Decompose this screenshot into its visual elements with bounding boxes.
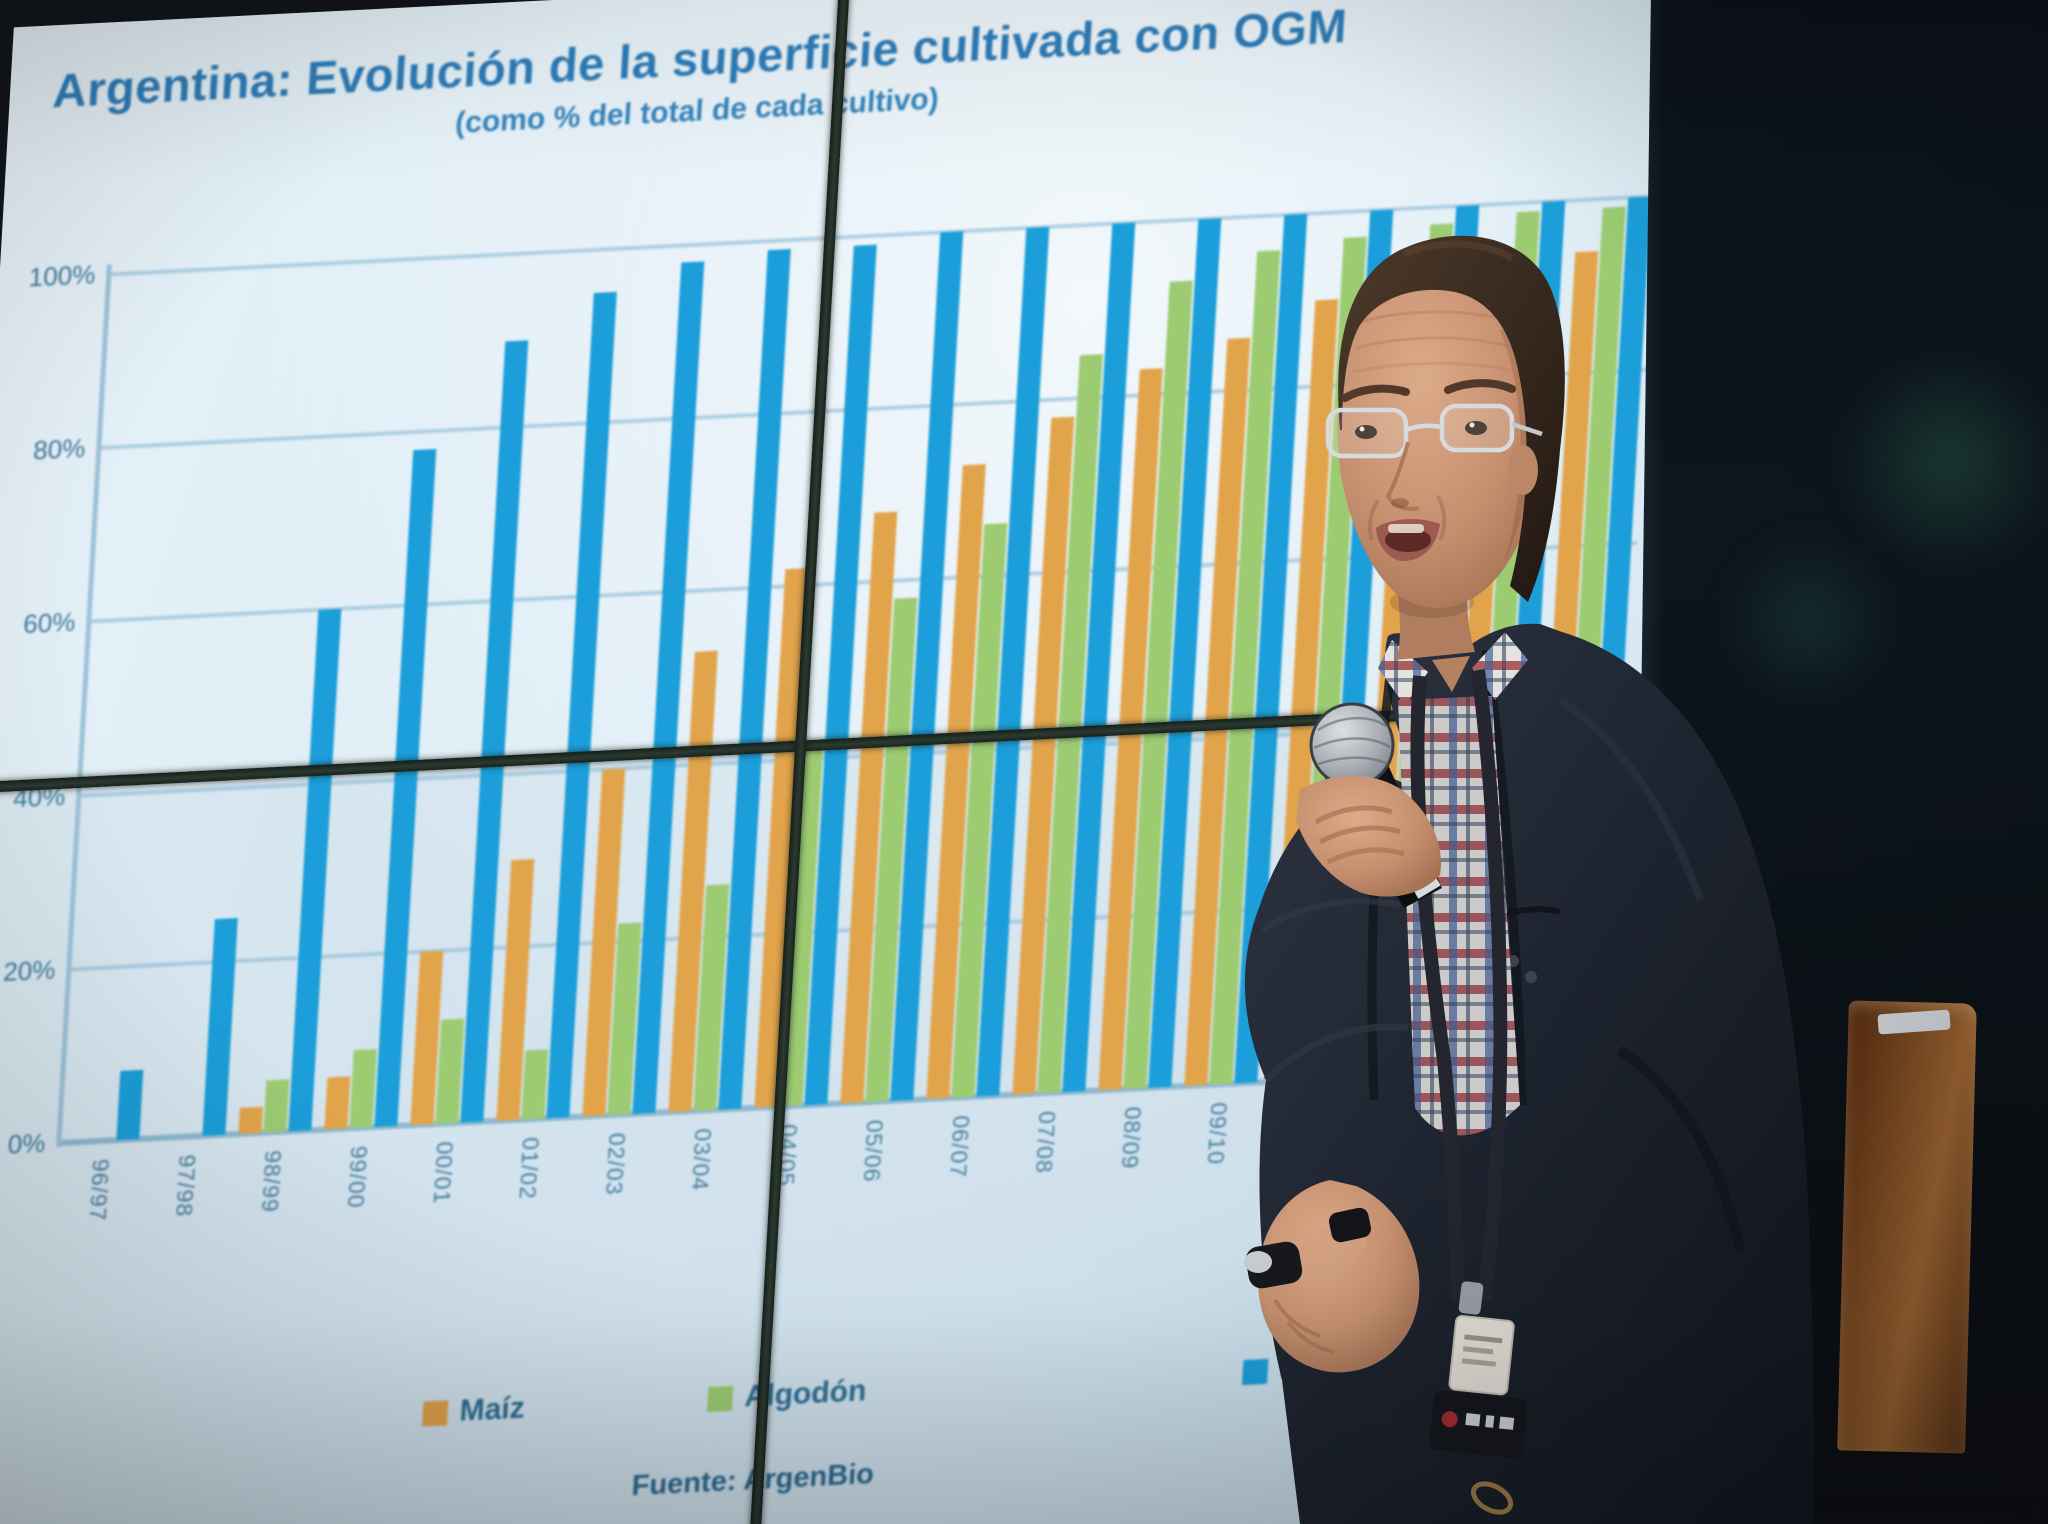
stage-light-glow <box>1720 520 1900 720</box>
mouth <box>1368 495 1447 562</box>
presenter-remote <box>1244 1207 1372 1289</box>
eyebrows <box>1341 379 1516 402</box>
nose <box>1385 441 1420 511</box>
mic-hand <box>1296 775 1441 897</box>
eyes <box>1355 421 1487 439</box>
id-badge <box>1429 1315 1528 1459</box>
ear <box>1508 445 1538 495</box>
hair <box>1338 235 1565 602</box>
stage-light-glow <box>1840 330 2048 590</box>
glasses <box>1325 403 1543 459</box>
belt-buckle <box>1470 1481 1514 1515</box>
lanyard <box>1410 669 1508 1315</box>
remote-hand <box>1244 1180 1420 1373</box>
